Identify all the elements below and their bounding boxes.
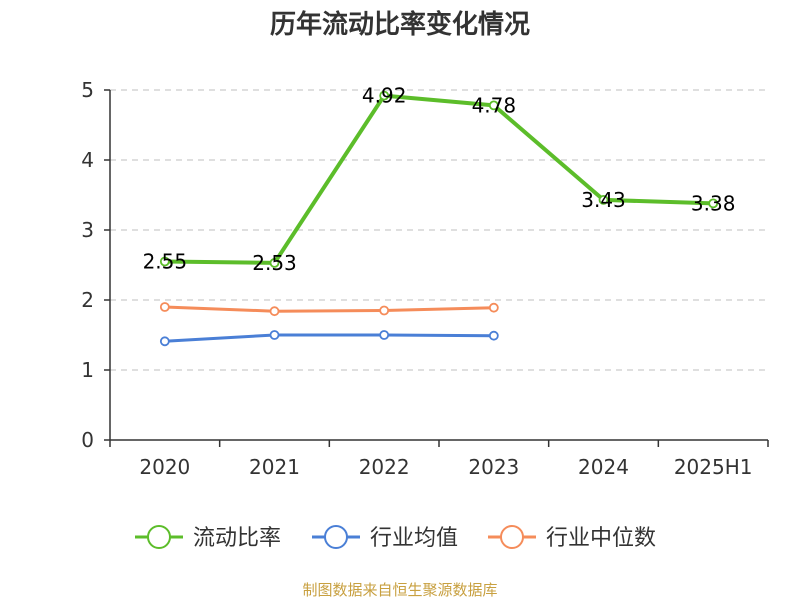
data-point[interactable] — [159, 336, 170, 347]
data-point[interactable] — [379, 330, 390, 340]
y-tick-label: 5 — [81, 78, 94, 102]
y-tick-label: 1 — [81, 358, 94, 382]
data-point[interactable] — [159, 256, 170, 267]
series-line-1 — [164, 333, 494, 343]
x-tick-label: 2024 — [578, 455, 629, 479]
x-tick-label: 2023 — [468, 455, 519, 479]
legend-label: 行业均值 — [370, 526, 458, 551]
x-tick-label: 2025H1 — [674, 455, 753, 479]
data-label: 3.43 — [581, 188, 626, 212]
legend-swatch-marker — [147, 525, 171, 549]
data-point[interactable] — [269, 330, 280, 340]
legend-label: 流动比率 — [193, 526, 281, 551]
legend[interactable]: 流动比率 行业均值 行业中位数 — [135, 525, 656, 551]
series-line-0 — [164, 93, 714, 265]
data-point[interactable] — [598, 194, 609, 205]
data-label: 4.92 — [362, 84, 407, 108]
grid — [110, 89, 768, 371]
legend-item-1[interactable]: 行业均值 — [312, 525, 458, 551]
data-label: 4.78 — [472, 93, 517, 117]
data-point[interactable] — [269, 306, 280, 317]
legend-swatch-marker — [324, 525, 348, 549]
data-label: 2.55 — [143, 250, 188, 274]
y-tick-label: 2 — [81, 288, 94, 312]
data-labels: 2.55 2.53 4.92 4.78 3.43 3.38 — [143, 84, 736, 275]
data-point[interactable] — [488, 100, 499, 111]
legend-label: 行业中位数 — [546, 526, 656, 551]
data-point[interactable] — [159, 302, 170, 312]
data-point[interactable] — [488, 330, 499, 341]
data-label: 3.38 — [691, 191, 736, 215]
axes: 0 1 2 3 4 5 2020 2021 2022 2023 2024 2025H1 — [81, 78, 769, 479]
legend-swatch-marker — [500, 525, 524, 549]
series-line-2 — [164, 305, 494, 313]
x-tick-label: 2021 — [249, 455, 300, 479]
data-point[interactable] — [379, 305, 390, 316]
y-tick-label: 3 — [81, 218, 94, 242]
legend-item-0[interactable]: 流动比率 — [135, 525, 281, 551]
data-point[interactable] — [379, 90, 390, 101]
chart-title: 历年流动比率变化情况 — [270, 9, 530, 40]
data-label: 2.53 — [252, 251, 297, 275]
x-tick-label: 2022 — [359, 455, 410, 479]
data-point[interactable] — [708, 198, 719, 209]
y-tick-label: 0 — [81, 428, 94, 452]
series-group — [159, 90, 719, 347]
y-tick-label: 4 — [81, 148, 94, 172]
data-point[interactable] — [488, 302, 499, 313]
data-point[interactable] — [269, 257, 280, 268]
x-tick-label: 2020 — [139, 455, 190, 479]
legend-item-2[interactable]: 行业中位数 — [488, 525, 656, 551]
source-note: 制图数据来自恒生聚源数据库 — [302, 581, 497, 599]
